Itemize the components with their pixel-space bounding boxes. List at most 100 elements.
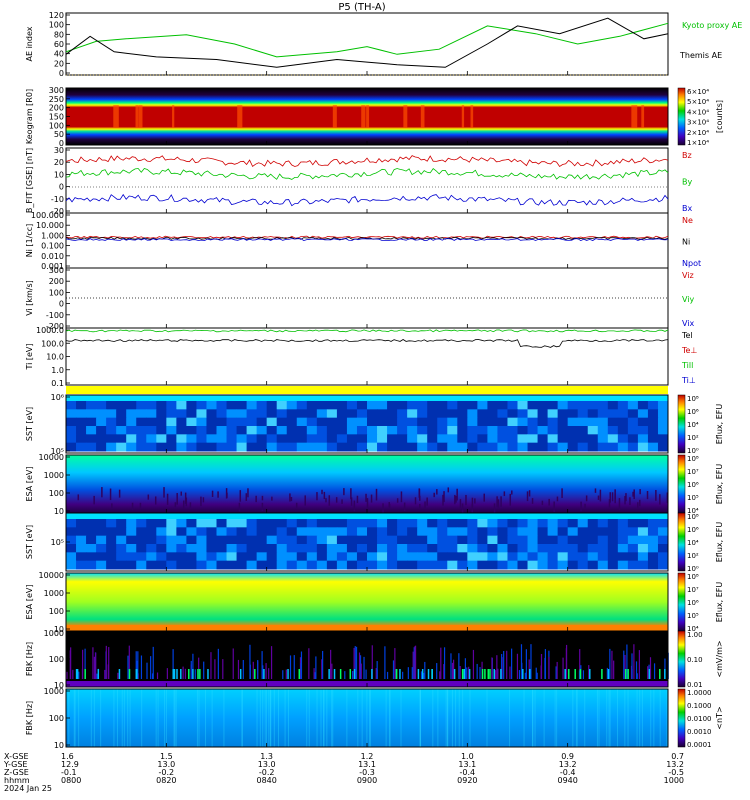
sst-cell xyxy=(106,417,117,427)
fbk-e-bar xyxy=(150,656,152,679)
sst-cell xyxy=(417,409,428,419)
sst-cell xyxy=(76,535,87,545)
colorbar-tick-label: 4×10⁴ xyxy=(687,108,709,116)
y-tick-label: -200 xyxy=(46,322,64,331)
fbk-b-streak xyxy=(366,689,368,747)
sst-cell xyxy=(86,426,97,435)
fbk-b-streak xyxy=(455,689,457,747)
sst-cell xyxy=(286,426,298,435)
y-tick-label: 100 xyxy=(49,607,64,616)
sst-cell xyxy=(66,434,77,444)
esa-ion-speck xyxy=(531,498,534,504)
x-tick-ygse: 13.1 xyxy=(458,760,476,769)
esa-ion-speck xyxy=(618,498,621,511)
sst-cell xyxy=(246,535,258,545)
sst-cell xyxy=(116,535,127,545)
sst-cell xyxy=(417,426,428,435)
sst-cell xyxy=(166,560,177,570)
sst-cell xyxy=(346,426,358,435)
sst-cell xyxy=(136,560,147,570)
panel-10: 10000 1000 100 10 ESA [eV] 10⁸ 10⁷ 10⁶ 10⁵ 10⁴ Efl… xyxy=(25,571,724,634)
sst-cell xyxy=(276,417,288,427)
sst-cell xyxy=(166,417,177,427)
sst-cell xyxy=(96,535,107,545)
esa-ion-speck xyxy=(343,488,345,496)
x-tick-xgse: 0.7 xyxy=(671,752,684,761)
y-axis-label: FBK [Hz] xyxy=(25,642,34,676)
sst-cell xyxy=(316,535,328,545)
sst-cell xyxy=(206,426,217,435)
esa-ion-speck xyxy=(454,494,456,505)
sst-cell xyxy=(537,560,549,570)
sst-cell xyxy=(477,552,488,562)
sst-cell xyxy=(286,544,298,553)
sst-cell xyxy=(617,535,629,545)
fbk-e-bar xyxy=(536,672,538,679)
y-tick-label: 10.000 xyxy=(36,221,64,230)
fbk-e-low xyxy=(371,669,373,679)
sst-cell xyxy=(216,544,228,553)
esa-ion-speck xyxy=(639,499,641,507)
sst-cell xyxy=(477,434,488,444)
y-axis-label: Vi [km/s] xyxy=(25,280,34,316)
sst-cell xyxy=(256,401,268,410)
esa-ion-speck xyxy=(611,492,614,502)
colorbar-label: Eflux, EFU xyxy=(715,404,724,445)
fbk-e-bar xyxy=(440,647,442,679)
fbk-e-bar xyxy=(524,672,526,679)
esa-ion-speck xyxy=(629,497,631,506)
sst-cell xyxy=(306,560,318,570)
fbk-e-bar xyxy=(394,648,396,679)
sst-cell xyxy=(136,409,147,419)
sst-cell xyxy=(537,519,549,528)
colorbar-label: <nT> xyxy=(715,706,724,729)
esa-ion-speck xyxy=(176,493,178,505)
sst-cell xyxy=(517,401,529,410)
legend-themis: Themis AE xyxy=(679,51,722,60)
fbk-e-low xyxy=(197,669,199,679)
sst-cell xyxy=(607,535,619,545)
y-tick-label: 1.0 xyxy=(51,366,64,375)
sst-cell xyxy=(557,442,569,452)
fbk-b-streak xyxy=(165,689,167,747)
fbk-b-streak xyxy=(241,689,243,747)
y-tick-label: 250 xyxy=(49,95,64,104)
fbk-e-low xyxy=(97,669,100,679)
sst-cell xyxy=(607,560,619,570)
sst-cell xyxy=(126,519,137,528)
x-tick-zgse: -0.1 xyxy=(61,768,77,777)
sst-cell xyxy=(156,409,167,419)
sst-cell xyxy=(637,527,649,537)
sst-cell xyxy=(236,560,248,570)
colorbar xyxy=(677,512,686,572)
sst-cell xyxy=(557,519,569,528)
fbk-e-low xyxy=(207,669,209,679)
sst-cell xyxy=(76,434,87,444)
sst-cell xyxy=(437,442,448,452)
esa-ion-speck xyxy=(403,502,406,511)
fbk-e-bar xyxy=(69,650,71,679)
sst-cell xyxy=(457,417,468,427)
sst-cell xyxy=(377,535,388,545)
esa-ion-speck xyxy=(599,489,602,502)
sst-cell xyxy=(507,560,518,570)
fbk-b-streak xyxy=(196,689,198,747)
sst-cell xyxy=(266,434,278,444)
sst-cell xyxy=(96,442,107,452)
y-tick-label: 1000 xyxy=(44,629,64,638)
fbk-e-bar xyxy=(352,670,354,679)
ae-series-line xyxy=(65,17,669,68)
sst-cell xyxy=(587,535,599,545)
sst-cell xyxy=(186,442,197,452)
fbk-e-low xyxy=(118,669,121,679)
esa-ion-speck xyxy=(163,487,165,498)
fbk-e-low xyxy=(298,669,301,679)
sst-cell xyxy=(507,401,518,410)
sst-cell xyxy=(637,544,649,553)
y-tick-label: 10 xyxy=(54,681,64,690)
fbk-e-low xyxy=(263,669,265,679)
sst-cell xyxy=(106,401,117,410)
colorbar-tick-label: 10⁸ xyxy=(687,455,699,463)
fbk-e-bar xyxy=(503,651,505,679)
